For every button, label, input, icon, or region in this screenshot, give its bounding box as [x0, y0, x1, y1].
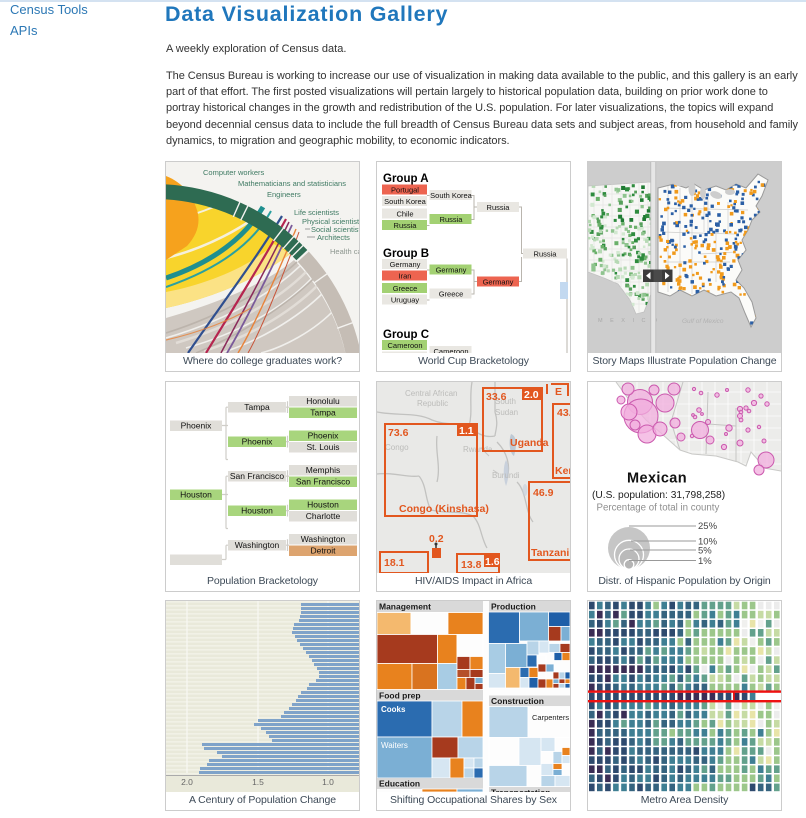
svg-text:Group C: Group C	[383, 329, 429, 341]
svg-text:Uruguay: Uruguay	[391, 295, 420, 304]
svg-text:46.9: 46.9	[533, 487, 554, 499]
svg-text:Russia: Russia	[440, 215, 464, 224]
svg-text:Health ca: Health ca	[330, 247, 359, 256]
svg-text:1.1: 1.1	[459, 425, 474, 437]
svg-text:Architects: Architects	[317, 233, 350, 242]
svg-text:Physical scientists: Physical scientists	[302, 217, 359, 226]
svg-text:Education: Education	[379, 779, 420, 789]
svg-text:Engineers: Engineers	[267, 190, 301, 199]
svg-text:Carpenters: Carpenters	[532, 713, 569, 722]
svg-text:Cooks: Cooks	[381, 705, 406, 714]
svg-text:South: South	[495, 397, 516, 406]
svg-text:Tampa: Tampa	[244, 402, 270, 412]
svg-text:2.0: 2.0	[524, 389, 539, 401]
svg-text:Houston: Houston	[307, 500, 339, 510]
svg-text:10%: 10%	[698, 537, 718, 548]
svg-text:Life scientists: Life scientists	[294, 208, 339, 217]
svg-text:33.6: 33.6	[486, 391, 507, 403]
svg-text:E: E	[555, 386, 562, 398]
svg-text:Production: Production	[491, 602, 536, 612]
svg-text:Honolulu: Honolulu	[306, 396, 340, 406]
svg-text:Food prep: Food prep	[379, 691, 421, 701]
svg-text:Germany: Germany	[436, 265, 467, 274]
svg-text:Congo (Kinshasa): Congo (Kinshasa)	[399, 503, 489, 515]
svg-text:1.0: 1.0	[322, 777, 334, 787]
svg-text:25%: 25%	[698, 521, 718, 532]
svg-text:Congo: Congo	[385, 443, 409, 452]
svg-text:Computer workers: Computer workers	[203, 168, 265, 177]
svg-text:Russia: Russia	[534, 249, 558, 258]
svg-text:Washington: Washington	[235, 540, 280, 550]
svg-text:South Korea: South Korea	[430, 191, 473, 200]
svg-text:Tanzani: Tanzani	[531, 547, 569, 559]
svg-text:Central African: Central African	[405, 389, 457, 398]
svg-text:18.1: 18.1	[384, 557, 405, 569]
svg-text:Cameroon: Cameroon	[387, 341, 422, 350]
svg-text:Phoenix: Phoenix	[242, 437, 273, 447]
svg-text:Uganda: Uganda	[510, 437, 549, 449]
svg-text:Group B: Group B	[383, 248, 429, 260]
svg-text:Houston: Houston	[241, 506, 273, 516]
svg-text:73.6: 73.6	[388, 427, 409, 439]
svg-text:Waiters: Waiters	[381, 741, 408, 750]
svg-text:13.8: 13.8	[461, 559, 482, 571]
svg-text:Management: Management	[379, 602, 431, 612]
svg-text:Russia: Russia	[487, 203, 511, 212]
svg-text:South Korea: South Korea	[384, 197, 427, 206]
svg-text:Australia: Australia	[390, 352, 420, 353]
svg-text:2.0: 2.0	[181, 777, 193, 787]
svg-text:Iran: Iran	[399, 271, 412, 280]
svg-text:San Francisco: San Francisco	[296, 477, 351, 487]
svg-text:Washington: Washington	[301, 534, 346, 544]
svg-text:Cameroon: Cameroon	[433, 347, 468, 353]
svg-text:5%: 5%	[698, 546, 712, 557]
svg-text:Greece: Greece	[439, 289, 464, 298]
svg-text:1.6: 1.6	[485, 556, 500, 568]
svg-text:Ken: Ken	[555, 465, 570, 477]
svg-text:Percentage of total in county: Percentage of total in county	[597, 503, 720, 514]
svg-text:Detroit: Detroit	[310, 546, 336, 556]
svg-text:Germany: Germany	[483, 277, 514, 286]
svg-text:Phoenix: Phoenix	[181, 421, 212, 431]
svg-text:Construction: Construction	[491, 696, 544, 706]
svg-text:Charlotte: Charlotte	[306, 511, 341, 521]
svg-text:Tampa: Tampa	[310, 408, 336, 418]
svg-text:Memphis: Memphis	[306, 465, 340, 475]
svg-text:Mathematicians and statisticia: Mathematicians and statisticians	[238, 179, 346, 188]
svg-text:1%: 1%	[698, 556, 712, 567]
svg-text:Chile: Chile	[396, 209, 413, 218]
svg-text:Phoenix: Phoenix	[308, 431, 339, 441]
svg-text:43.0: 43.0	[557, 407, 570, 419]
svg-text:Burundi: Burundi	[492, 471, 520, 480]
svg-text:San Francisco: San Francisco	[230, 471, 285, 481]
svg-text:Portugal: Portugal	[391, 185, 419, 194]
svg-text:Group A: Group A	[383, 173, 429, 185]
svg-text:1.5: 1.5	[252, 777, 264, 787]
svg-text:Greece: Greece	[393, 284, 418, 293]
svg-text:Russia: Russia	[394, 221, 418, 230]
svg-text:Houston: Houston	[180, 490, 212, 500]
svg-text:M E X I C O: M E X I C O	[598, 318, 660, 324]
svg-text:Gulf of Mexico: Gulf of Mexico	[682, 318, 724, 325]
svg-text:Mexican: Mexican	[627, 471, 687, 487]
svg-text:Republic: Republic	[417, 399, 448, 408]
svg-text:0.2: 0.2	[429, 533, 444, 545]
svg-text:Germany: Germany	[390, 260, 421, 269]
svg-text:Transportation: Transportation	[491, 788, 551, 793]
svg-text:Sudan: Sudan	[495, 408, 518, 417]
svg-text:(U.S. population: 31,798,258): (U.S. population: 31,798,258)	[592, 490, 725, 501]
svg-text:St. Louis: St. Louis	[306, 442, 339, 452]
svg-text:Social scientists: Social scientists	[311, 225, 359, 234]
